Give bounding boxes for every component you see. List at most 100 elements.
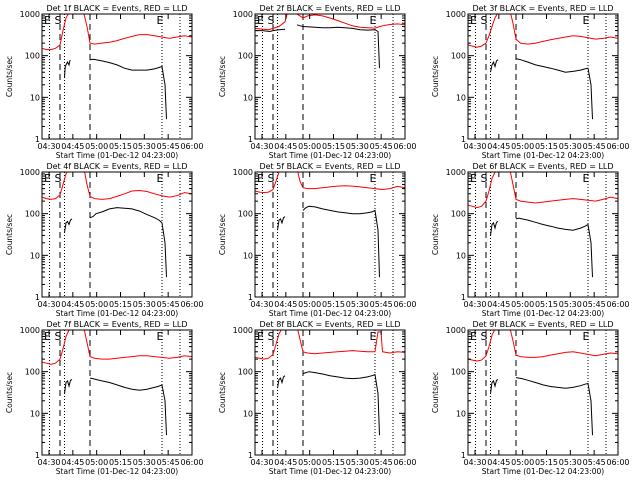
lld-series-line	[468, 14, 618, 48]
plot-title: Det 8f BLACK = Events, RED = LLD	[259, 320, 400, 329]
marker-label: E	[257, 14, 264, 27]
x-tick-label: 04:30	[250, 300, 273, 309]
plot-frame	[41, 13, 193, 140]
plot-frame	[41, 171, 193, 298]
y-axis-title: Counts/sec	[431, 372, 440, 413]
plot-frame	[467, 329, 619, 456]
x-tick-label: 05:30	[133, 300, 156, 309]
x-axis-title: Start Time (01-Dec-12 04:23:00)	[56, 309, 178, 318]
x-tick-label: 04:45	[487, 458, 510, 467]
x-tick-label: 05:00	[298, 458, 321, 467]
marker-label: E	[370, 330, 377, 343]
x-tick-label: 04:30	[250, 458, 273, 467]
x-tick-label: 05:45	[157, 458, 180, 467]
marker-label: S	[268, 330, 275, 343]
x-tick-label: 05:30	[559, 142, 582, 151]
marker-label: E	[44, 172, 51, 185]
plot-data	[468, 14, 618, 139]
marker-label: S	[55, 172, 62, 185]
y-tick-label: 10	[243, 93, 253, 102]
y-tick-label: 10	[243, 409, 253, 418]
x-tick-label: 04:45	[61, 142, 84, 151]
x-tick-label: 04:45	[274, 458, 297, 467]
x-tick-label: 05:15	[322, 458, 345, 467]
y-tick-label: 1000	[446, 326, 466, 335]
events-series-line	[490, 59, 499, 73]
marker-label: E	[257, 172, 264, 185]
marker-label: E	[583, 172, 590, 185]
x-tick-label: 06:00	[606, 300, 629, 309]
x-axis-title: Start Time (01-Dec-12 04:23:00)	[56, 467, 178, 476]
x-tick-label: 05:30	[346, 458, 369, 467]
x-tick-label: 06:00	[606, 142, 629, 151]
marker-label: S	[55, 14, 62, 27]
y-tick-label: 100	[451, 52, 466, 61]
y-axis-title: Counts/sec	[431, 56, 440, 97]
marker-label: S	[481, 330, 488, 343]
plot-title: Det 4f BLACK = Events, RED = LLD	[46, 162, 187, 171]
x-axis-title: Start Time (01-Dec-12 04:23:00)	[269, 151, 391, 160]
x-axis-title: Start Time (01-Dec-12 04:23:00)	[482, 467, 604, 476]
y-tick-label: 1	[35, 135, 40, 144]
y-tick-label: 1	[461, 135, 466, 144]
marker-label: S	[268, 14, 275, 27]
events-series-line	[296, 24, 380, 69]
marker-label: E	[44, 330, 51, 343]
plot-frame	[254, 171, 406, 298]
marker-label: E	[370, 14, 377, 27]
x-tick-label: 05:15	[535, 300, 558, 309]
y-tick-label: 100	[238, 368, 253, 377]
events-series-line	[64, 59, 71, 78]
marker-label: S	[481, 172, 488, 185]
x-tick-label: 05:45	[157, 300, 180, 309]
events-series-line	[515, 58, 593, 120]
x-tick-label: 04:45	[274, 142, 297, 151]
x-tick-label: 06:00	[180, 142, 203, 151]
x-tick-label: 05:15	[109, 458, 132, 467]
marker-label: E	[157, 172, 164, 185]
x-tick-label: 05:30	[559, 458, 582, 467]
events-series-line	[255, 28, 286, 33]
events-series-line	[515, 377, 593, 436]
x-tick-label: 06:00	[180, 458, 203, 467]
y-tick-label: 1	[35, 293, 40, 302]
marker-label: E	[583, 330, 590, 343]
plot-frame	[467, 171, 619, 298]
plot-frame	[41, 329, 193, 456]
plot-data	[255, 14, 405, 139]
x-tick-label: 05:15	[535, 142, 558, 151]
x-tick-label: 06:00	[606, 458, 629, 467]
x-tick-label: 05:00	[511, 458, 534, 467]
marker-label: E	[370, 172, 377, 185]
y-tick-label: 100	[451, 368, 466, 377]
marker-label: S	[55, 330, 62, 343]
marker-label: E	[583, 14, 590, 27]
x-tick-label: 04:30	[463, 142, 486, 151]
y-tick-label: 10	[30, 93, 40, 102]
y-tick-label: 1	[461, 451, 466, 460]
y-axis-title: Counts/sec	[218, 214, 227, 255]
y-tick-label: 1	[35, 451, 40, 460]
x-tick-label: 05:15	[322, 300, 345, 309]
plot-title: Det 9f BLACK = Events, RED = LLD	[472, 320, 613, 329]
y-tick-label: 1000	[20, 10, 40, 19]
x-tick-label: 05:00	[85, 458, 108, 467]
x-axis-title: Start Time (01-Dec-12 04:23:00)	[482, 309, 604, 318]
y-tick-label: 100	[238, 210, 253, 219]
x-tick-label: 05:30	[346, 142, 369, 151]
events-series-line	[302, 371, 380, 436]
x-tick-label: 06:00	[180, 300, 203, 309]
events-series-line	[64, 379, 73, 394]
plot-title: Det 2f BLACK = Events, RED = LLD	[259, 4, 400, 13]
x-tick-label: 05:45	[157, 142, 180, 151]
lld-series-line	[42, 14, 192, 51]
lld-series-line	[255, 330, 405, 360]
y-tick-label: 100	[25, 52, 40, 61]
x-tick-label: 05:30	[346, 300, 369, 309]
x-tick-label: 05:00	[511, 300, 534, 309]
x-axis-title: Start Time (01-Dec-12 04:23:00)	[269, 467, 391, 476]
x-tick-label: 04:45	[61, 300, 84, 309]
